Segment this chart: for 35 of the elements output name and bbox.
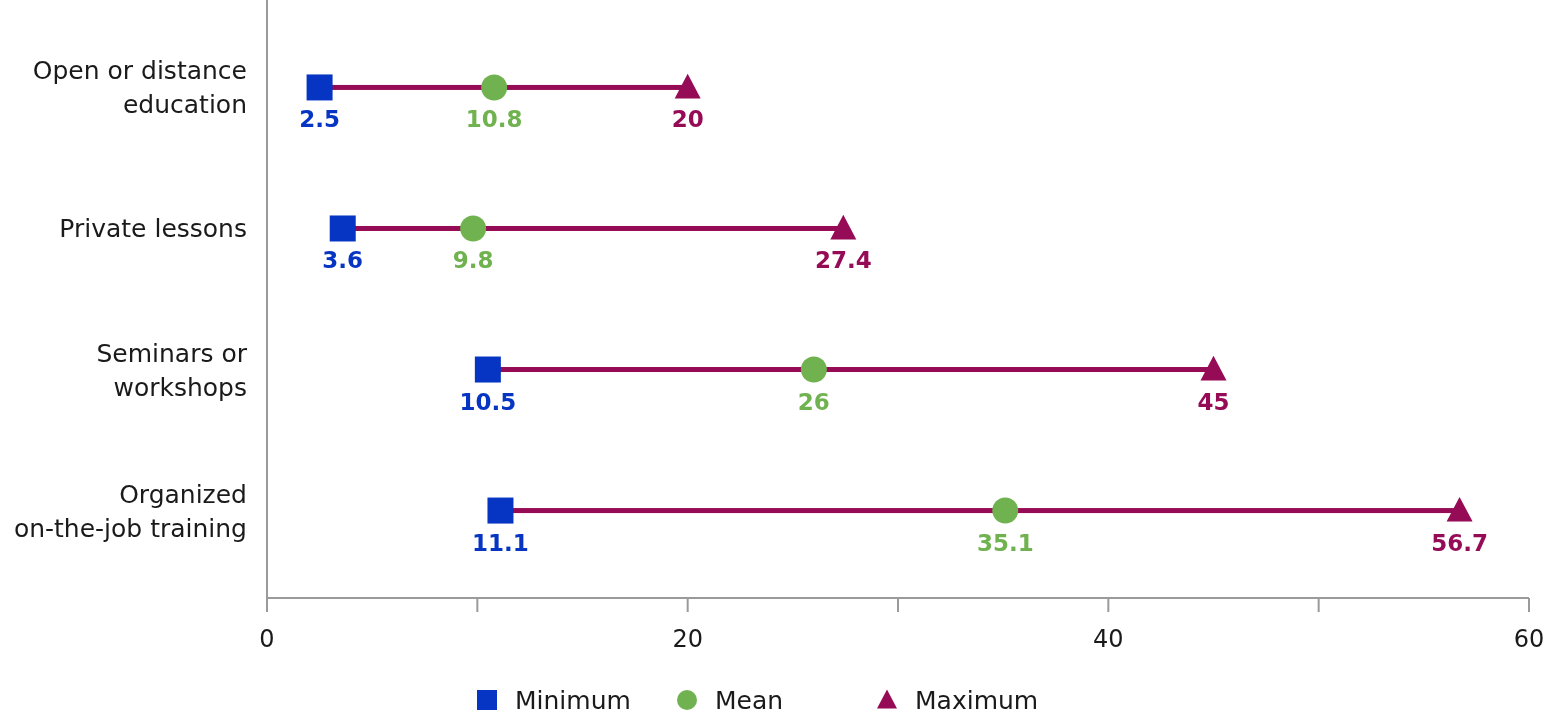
data-label: 35.1: [976, 529, 1034, 556]
y-tick-label: Open or distance education: [32, 56, 247, 120]
point: [830, 214, 857, 240]
point: [329, 215, 356, 242]
point: [487, 497, 514, 524]
legend-label: Minimum: [515, 686, 631, 715]
data-label: 11.1: [472, 529, 529, 556]
point: [474, 356, 501, 383]
point: [306, 74, 333, 101]
x-tick-label: 40: [1093, 625, 1124, 653]
y-tick-label: Organized on-the-job training: [13, 479, 247, 543]
data-label: 2.5: [299, 106, 340, 133]
point: [800, 356, 827, 383]
point: [992, 497, 1019, 524]
legend-label: Maximum: [915, 686, 1039, 715]
legend-label: Mean: [715, 686, 784, 715]
data-label: 10.8: [465, 106, 523, 133]
point: [1446, 496, 1473, 522]
data-label: 9.8: [452, 247, 494, 274]
data-label: 10.5: [459, 388, 517, 415]
y-tick-label: Seminars or workshops: [96, 338, 248, 402]
data-label: 56.7: [1431, 529, 1488, 556]
data-label: 20: [671, 106, 704, 133]
data-label: 27.4: [814, 247, 872, 274]
x-tick-label: 0: [259, 625, 275, 653]
x-tick-label: 60: [1513, 625, 1544, 653]
x-tick-label: 20: [672, 625, 703, 653]
data-label: 45: [1197, 388, 1230, 415]
data-label: 3.6: [322, 247, 364, 274]
data-label: 26: [797, 388, 830, 415]
point: [674, 73, 701, 99]
point: [1200, 355, 1227, 381]
point: [460, 215, 487, 242]
y-tick-label: Private lessons: [59, 214, 247, 244]
point: [481, 74, 508, 101]
